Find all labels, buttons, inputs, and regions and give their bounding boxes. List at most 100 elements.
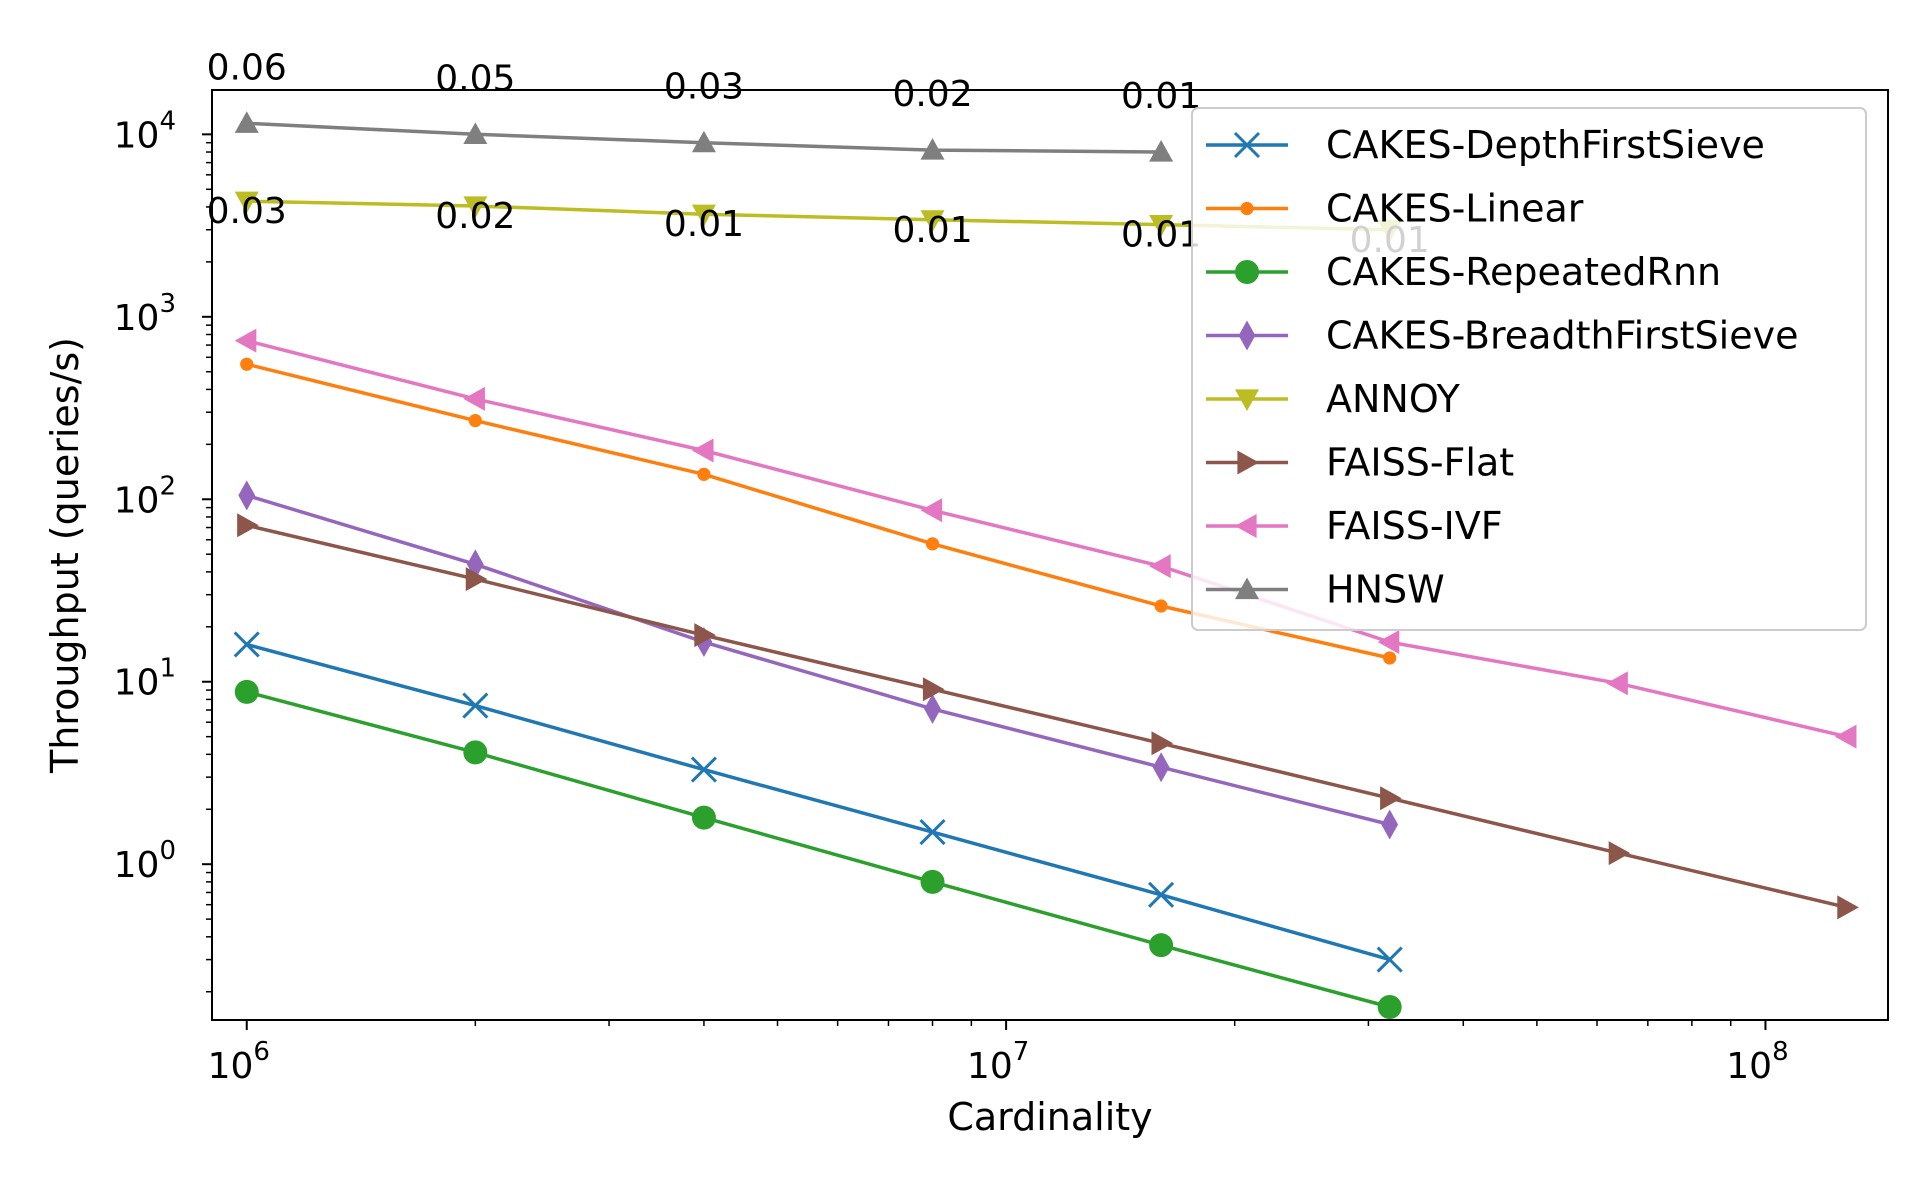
- data-point: [925, 537, 940, 551]
- legend-marker: [1233, 131, 1261, 159]
- series-line: [246, 642, 1391, 962]
- data-point: [1606, 671, 1628, 696]
- data-point: [463, 196, 488, 218]
- data-point: [234, 191, 259, 214]
- legend-label: CAKES-BreadthFirstSieve: [1326, 314, 1798, 358]
- data-annotation: 0.05: [435, 58, 515, 99]
- y-tick-label: 104: [114, 106, 176, 156]
- axis-ticks: 106 107 108 100 101 102 103 104: [114, 106, 1789, 1087]
- legend-label: CAKES-Linear: [1326, 187, 1584, 231]
- legend: CAKES-DepthFirstSieve CAKES-Linear CAKES-R…: [1191, 107, 1867, 631]
- data-point: [238, 480, 256, 511]
- data-point: [920, 138, 945, 160]
- data-point: [694, 623, 716, 648]
- series-hnsw: [234, 111, 1174, 162]
- data-point: [237, 513, 259, 538]
- data-annotation: 0.01: [664, 204, 744, 245]
- axes-frame: [211, 89, 1889, 1021]
- series-faiss-flat: [237, 513, 1859, 920]
- legend-item: CAKES-BreadthFirstSieve: [1206, 314, 1798, 358]
- data-point: [463, 122, 488, 144]
- series-cakes-depthfirstsieve: [233, 631, 1403, 973]
- data-point: [1381, 809, 1399, 840]
- y-tick-label: 103: [114, 289, 176, 339]
- data-point: [691, 438, 714, 463]
- data-point: [233, 631, 260, 658]
- data-point: [1152, 752, 1170, 783]
- data-point: [697, 467, 711, 481]
- data-point: [1377, 630, 1400, 655]
- legend-marker: [1235, 389, 1259, 411]
- data-point: [1154, 599, 1168, 613]
- legend-marker: [1240, 201, 1254, 216]
- data-point: [920, 869, 945, 894]
- data-point: [463, 386, 485, 411]
- series-line: [246, 690, 1391, 1009]
- legend-label: FAISS-IVF: [1326, 504, 1503, 548]
- data-point: [691, 805, 716, 830]
- x-tick-label: 107: [967, 1037, 1029, 1087]
- data-point: [1377, 994, 1402, 1019]
- legend-label: ANNOY: [1326, 377, 1461, 421]
- data-point: [1149, 933, 1174, 958]
- data-annotation: 0.01: [1121, 215, 1201, 256]
- data-point: [234, 111, 259, 133]
- plot-area: [211, 89, 1889, 1021]
- data-point: [240, 357, 254, 371]
- data-point: [691, 204, 716, 227]
- legend-item: ANNOY: [1206, 377, 1461, 421]
- data-point: [468, 413, 482, 428]
- data-point: [465, 567, 488, 592]
- series-cakes-repeatedrnn: [234, 679, 1402, 1019]
- data-point: [1149, 554, 1171, 579]
- data-point: [234, 328, 257, 353]
- legend-item: FAISS-Flat: [1206, 441, 1514, 485]
- data-point: [1380, 786, 1402, 811]
- data-point: [234, 679, 259, 704]
- data-point: [920, 210, 945, 232]
- x-axis-label: Cardinality: [947, 1095, 1152, 1139]
- series-line: [246, 523, 1848, 910]
- data-annotation: 0.01: [892, 210, 972, 251]
- y-axis-label: Throughput (queries/s): [43, 337, 87, 774]
- legend-item: FAISS-IVF: [1206, 504, 1503, 548]
- data-annotation: 0.02: [892, 74, 972, 115]
- data-point: [1148, 881, 1175, 908]
- data-point: [1376, 946, 1403, 973]
- data-annotation: 0.06: [207, 47, 287, 88]
- data-point: [922, 677, 945, 702]
- data-point: [1837, 895, 1859, 920]
- legend-item: CAKES-RepeatedRnn: [1206, 250, 1721, 294]
- data-point: [1608, 841, 1631, 866]
- data-point: [690, 756, 717, 783]
- data-point: [920, 498, 943, 523]
- data-point: [1149, 140, 1174, 162]
- data-point: [1149, 215, 1174, 237]
- legend-item: CAKES-Linear: [1206, 187, 1584, 231]
- data-point: [462, 692, 489, 719]
- legend-label: CAKES-RepeatedRnn: [1326, 250, 1721, 294]
- legend-item: CAKES-DepthFirstSieve: [1206, 123, 1765, 167]
- data-point: [1834, 724, 1857, 749]
- data-annotation: 0.02: [435, 196, 515, 237]
- y-tick-label: 101: [114, 654, 176, 704]
- legend-label: FAISS-Flat: [1326, 441, 1514, 485]
- legend-item: HNSW: [1206, 568, 1445, 612]
- x-tick-label: 106: [208, 1037, 270, 1087]
- data-annotation: 0.03: [664, 67, 744, 108]
- annotations: 0.06 0.05 0.03 0.02 0.01 0.03 0.02 0.01 0.01 0.01…: [207, 47, 1430, 260]
- data-point: [1383, 651, 1397, 665]
- data-point: [691, 130, 716, 153]
- x-tick-label: 108: [1726, 1037, 1788, 1087]
- series-line: [246, 493, 1391, 827]
- y-tick-label: 102: [114, 471, 176, 521]
- legend-marker: [1235, 514, 1257, 538]
- legend-marker: [1237, 450, 1259, 475]
- data-annotation: 0.01: [1121, 76, 1201, 117]
- series-lines: [233, 111, 1859, 1019]
- legend-marker: [1235, 577, 1259, 600]
- data-point: [463, 740, 488, 765]
- series-line: [246, 339, 1848, 739]
- legend-marker: [1235, 260, 1259, 284]
